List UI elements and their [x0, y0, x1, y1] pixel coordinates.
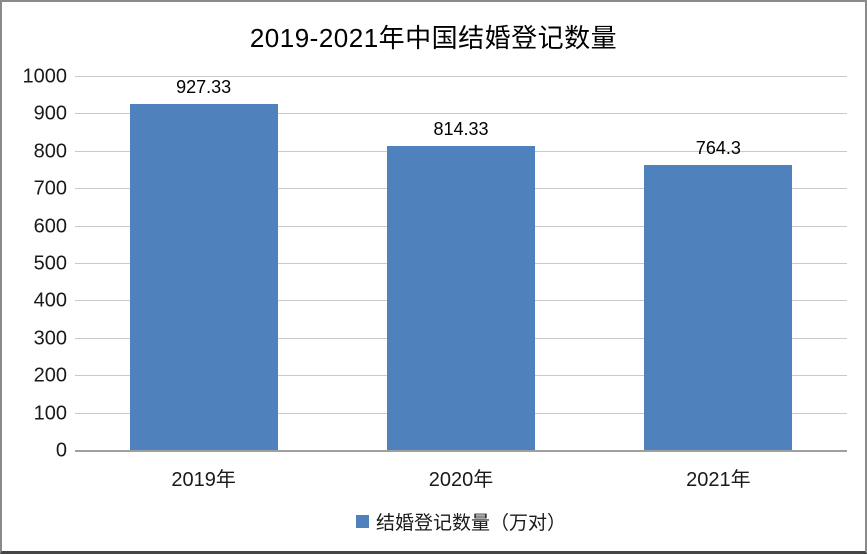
bar [644, 165, 793, 451]
y-tick-label: 500 [33, 252, 67, 275]
x-axis: 2019年 2020年 2021年 [75, 463, 847, 491]
y-tick-label: 300 [33, 327, 67, 350]
y-tick-label: 800 [33, 140, 67, 163]
x-tick-label: 2019年 [171, 469, 236, 491]
bar [387, 146, 535, 451]
bar-value-label: 927.33 [176, 77, 232, 98]
y-axis: 0 100 200 300 400 500 600 700 800 900 1000 [2, 66, 68, 462]
x-tick-label: 2020年 [428, 469, 494, 491]
y-tick-label: 0 [55, 439, 67, 462]
bar [129, 104, 278, 451]
plot-area: 927.33 814.33 764.3 [75, 76, 847, 452]
y-tick-label: 700 [33, 177, 67, 200]
legend-label: 结婚登记数量（万对） [375, 513, 566, 534]
y-tick-label: 1000 [22, 65, 68, 88]
y-tick-label: 100 [33, 402, 67, 425]
bar-value-label: 814.33 [433, 119, 489, 140]
gridline [75, 76, 847, 77]
legend: 结婚登记数量（万对） [75, 508, 847, 535]
legend-swatch-icon [355, 515, 369, 528]
chart-title: 2019-2021年中国结婚登记数量 [249, 23, 618, 53]
gridline [75, 113, 847, 115]
y-tick-label: 200 [33, 364, 67, 387]
y-tick-label: 600 [33, 215, 67, 238]
y-tick-label: 400 [33, 289, 67, 312]
bar-value-label: 764.3 [695, 138, 741, 159]
x-axis-line [75, 450, 847, 452]
y-tick-label: 900 [33, 102, 67, 125]
x-tick-label: 2021年 [686, 469, 751, 491]
